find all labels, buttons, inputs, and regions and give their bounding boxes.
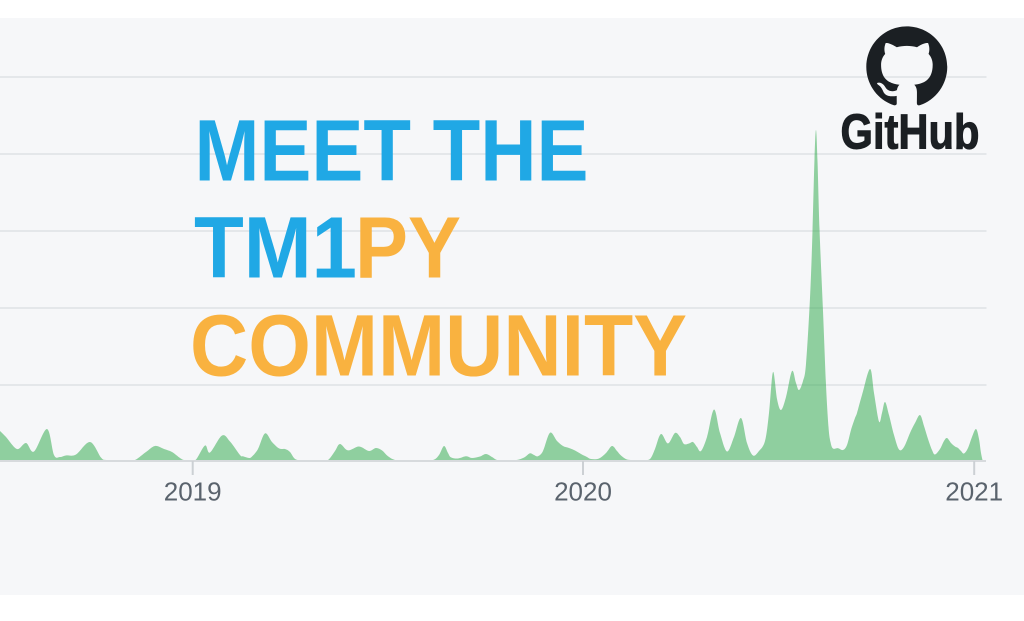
svg-text:2020: 2020 — [554, 477, 612, 507]
svg-text:2019: 2019 — [164, 477, 222, 507]
svg-text:COMMUNITY: COMMUNITY — [190, 298, 687, 395]
svg-text:TM1: TM1 — [194, 200, 357, 297]
svg-text:MEET THE: MEET THE — [195, 103, 589, 200]
svg-text:GitHub: GitHub — [841, 106, 980, 160]
svg-text:2021: 2021 — [945, 477, 1003, 507]
svg-text:PY: PY — [355, 200, 461, 297]
